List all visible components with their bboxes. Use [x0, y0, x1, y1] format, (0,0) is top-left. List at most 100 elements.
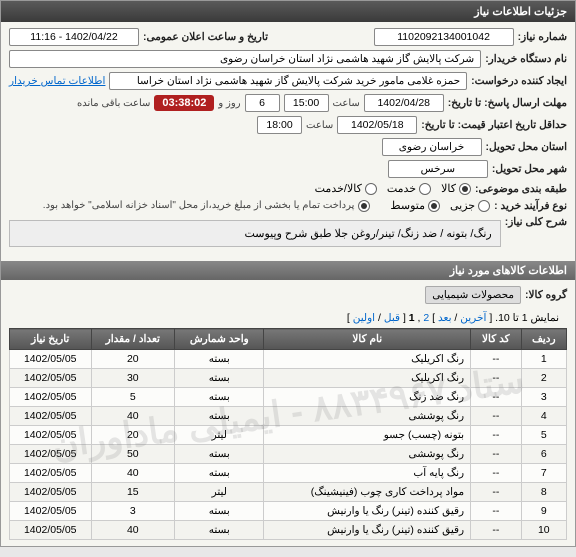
table-cell: مواد پرداخت کاری چوب (فینیشینگ) — [264, 483, 471, 502]
table-cell: 15 — [91, 483, 175, 502]
table-cell: -- — [471, 426, 521, 445]
radio-small[interactable]: جزیی — [450, 199, 490, 212]
table-cell: 5 — [91, 388, 175, 407]
table-header-cell: ردیف — [521, 329, 566, 350]
table-cell: 5 — [521, 426, 566, 445]
items-body: ستاد ۸۸۳۴۹۶۷ - ایمیلی ماد‌اوران گروه کال… — [1, 280, 575, 546]
buyer-label: نام دستگاه خریدار: — [485, 53, 567, 65]
table-cell: 30 — [91, 369, 175, 388]
row-deadline: مهلت ارسال پاسخ: تا تاریخ: 1402/04/28 سا… — [9, 94, 567, 112]
pubdate-label: تاریخ و ساعت اعلان عمومی: — [143, 31, 268, 43]
table-row[interactable]: 1--رنگ اکریلیکبسته201402/05/05 — [10, 350, 567, 369]
radio-dot-icon — [478, 200, 490, 212]
pager-last[interactable]: آخرین — [460, 312, 486, 324]
table-cell: رقیق کننده (تینر) رنگ یا وارنیش — [264, 502, 471, 521]
process-radios: جزیی متوسط — [390, 199, 490, 212]
deadline-date: 1402/04/28 — [364, 94, 444, 112]
radio-service[interactable]: خدمت — [387, 182, 431, 195]
table-header-cell: واحد شمارش — [175, 329, 264, 350]
table-cell: 4 — [521, 407, 566, 426]
table-row[interactable]: 9--رقیق کننده (تینر) رنگ یا وارنیشبسته31… — [10, 502, 567, 521]
row-desc: شرح کلی نیاز: رنگ/ بتونه / ضد زنگ/ تینر/… — [9, 216, 567, 251]
radio-goods-label: کالا — [441, 182, 456, 195]
table-cell: بسته — [175, 521, 264, 540]
pager-first[interactable]: اولین — [353, 312, 375, 324]
table-cell: رقیق کننده (تینر) رنگ یا وارنیش — [264, 521, 471, 540]
group-label: گروه کالا: — [525, 289, 567, 301]
table-cell: 7 — [521, 464, 566, 483]
process-label: نوع فرآیند خرید : — [494, 200, 567, 212]
row-province: استان محل تحویل: خراسان رضوی — [9, 138, 567, 156]
radio-service-label: خدمت — [387, 182, 416, 195]
radio-dot-icon — [428, 200, 440, 212]
process-note: پرداخت تمام یا بخشی از مبلغ خرید،از محل … — [43, 200, 355, 211]
province-label: استان محل تحویل: — [486, 141, 567, 153]
table-cell: بسته — [175, 502, 264, 521]
table-cell: 1 — [521, 350, 566, 369]
table-cell: رنگ ضد زنگ — [264, 388, 471, 407]
table-cell: -- — [471, 464, 521, 483]
time-label-2: ساعت — [306, 120, 333, 131]
radio-dot-icon — [419, 183, 431, 195]
details-panel: جزئیات اطلاعات نیاز شماره نیاز: 11020921… — [0, 0, 576, 547]
radio-medium[interactable]: متوسط — [390, 199, 440, 212]
table-row[interactable]: 6--رنگ پوششیبسته501402/05/05 — [10, 445, 567, 464]
table-row[interactable]: 8--مواد پرداخت کاری چوب (فینیشینگ)لیتر15… — [10, 483, 567, 502]
table-cell: لیتر — [175, 426, 264, 445]
table-cell: رنگ پوششی — [264, 445, 471, 464]
pager-comma: , — [418, 312, 421, 324]
table-cell: 3 — [91, 502, 175, 521]
group-value: محصولات شیمیایی — [425, 286, 521, 304]
validity-label: حداقل تاریخ اعتبار قیمت: تا تاریخ: — [421, 119, 567, 131]
pager-prev[interactable]: قبل — [384, 312, 400, 324]
panel-body: شماره نیاز: 1102092134001042 تاریخ و ساع… — [1, 22, 575, 261]
table-cell: 1402/05/05 — [10, 407, 92, 426]
days-value: 6 — [245, 94, 280, 112]
table-cell: بسته — [175, 445, 264, 464]
time-label-1: ساعت — [333, 98, 360, 109]
validity-time: 18:00 — [257, 116, 302, 134]
pubdate-value: 1402/04/22 - 11:16 — [9, 28, 139, 46]
category-label: طبقه بندی موضوعی: — [475, 183, 567, 195]
row-validity: حداقل تاریخ اعتبار قیمت: تا تاریخ: 1402/… — [9, 116, 567, 134]
table-cell: رنگ اکریلیک — [264, 350, 471, 369]
row-group: گروه کالا: محصولات شیمیایی — [9, 286, 567, 304]
pager-open2: [ — [403, 312, 406, 324]
row-process: نوع فرآیند خرید : جزیی متوسط پرداخت تمام… — [9, 199, 567, 212]
table-row[interactable]: 3--رنگ ضد زنگبسته51402/05/05 — [10, 388, 567, 407]
pager-text: نمایش 1 تا 10. [ — [489, 312, 559, 324]
table-header-cell: تاریخ نیاز — [10, 329, 92, 350]
table-cell: بسته — [175, 388, 264, 407]
table-cell: -- — [471, 521, 521, 540]
table-cell: بتونه (چسب) جسو — [264, 426, 471, 445]
table-row[interactable]: 2--رنگ اکریلیکبسته301402/05/05 — [10, 369, 567, 388]
table-cell: 2 — [521, 369, 566, 388]
items-table: ردیفکد کالانام کالاواحد شمارشتعداد / مقد… — [9, 328, 567, 540]
radio-both[interactable]: کالا/خدمت — [315, 182, 377, 195]
buyer-value: شرکت پالایش گاز شهید هاشمی نژاد استان خر… — [9, 50, 481, 68]
table-cell: 3 — [521, 388, 566, 407]
pager-next[interactable]: بعد — [438, 312, 452, 324]
pager-close1: ] — [429, 312, 435, 324]
row-buyer: نام دستگاه خریدار: شرکت پالایش گاز شهید … — [9, 50, 567, 68]
table-cell: 1402/05/05 — [10, 464, 92, 483]
radio-goods[interactable]: کالا — [441, 182, 471, 195]
radio-small-label: جزیی — [450, 199, 475, 212]
table-body: 1--رنگ اکریلیکبسته201402/05/052--رنگ اکر… — [10, 350, 567, 540]
table-row[interactable]: 7--رنگ پایه آببسته401402/05/05 — [10, 464, 567, 483]
city-label: شهر محل تحویل: — [492, 163, 567, 175]
table-cell: 1402/05/05 — [10, 445, 92, 464]
table-header-cell: کد کالا — [471, 329, 521, 350]
table-header-cell: نام کالا — [264, 329, 471, 350]
table-cell: -- — [471, 502, 521, 521]
items-section-title: اطلاعات کالاهای مورد نیاز — [1, 261, 575, 280]
pager-close2: ] — [347, 312, 350, 324]
table-cell: 1402/05/05 — [10, 521, 92, 540]
table-row[interactable]: 5--بتونه (چسب) جسولیتر201402/05/05 — [10, 426, 567, 445]
contact-link[interactable]: اطلاعات تماس خریدار — [9, 75, 105, 87]
treasury-check[interactable] — [358, 200, 370, 212]
validity-date: 1402/05/18 — [337, 116, 417, 134]
table-row[interactable]: 10--رقیق کننده (تینر) رنگ یا وارنیشبسته4… — [10, 521, 567, 540]
table-row[interactable]: 4--رنگ پوششیبسته401402/05/05 — [10, 407, 567, 426]
table-cell: 40 — [91, 464, 175, 483]
